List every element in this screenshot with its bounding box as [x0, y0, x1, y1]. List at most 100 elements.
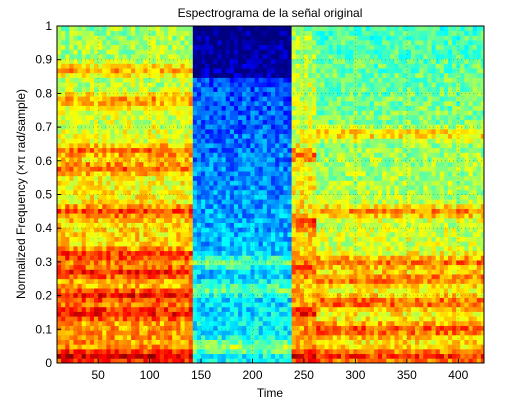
heatmap-cell	[250, 138, 255, 144]
heatmap-cell	[192, 30, 198, 36]
heatmap-cell	[258, 353, 264, 359]
heatmap-cell	[217, 222, 223, 228]
heatmap-cell	[258, 72, 264, 78]
heatmap-cell	[308, 199, 313, 205]
heatmap-cell	[94, 72, 99, 78]
heatmap-cell	[151, 110, 157, 116]
heatmap-cell	[77, 86, 83, 92]
heatmap-cell	[303, 96, 309, 102]
heatmap-cell	[131, 138, 136, 144]
heatmap-cell	[188, 77, 194, 83]
heatmap-cell	[94, 63, 99, 69]
heatmap-cell	[135, 245, 140, 252]
heatmap-cell	[250, 161, 255, 167]
heatmap-cell	[324, 334, 330, 340]
heatmap-cell	[316, 119, 321, 125]
heatmap-cell	[225, 35, 231, 41]
heatmap-cell	[299, 91, 305, 97]
heatmap-cell	[188, 82, 194, 88]
heatmap-cell	[340, 358, 346, 363]
heatmap-cell	[147, 353, 153, 359]
heatmap-cell	[98, 166, 103, 172]
heatmap-cell	[110, 105, 116, 111]
heatmap-cell	[180, 260, 185, 266]
heatmap-cell	[164, 54, 169, 60]
heatmap-cell	[196, 82, 202, 88]
heatmap-cell	[110, 353, 116, 359]
heatmap-cell	[283, 269, 288, 275]
heatmap-cell	[184, 325, 190, 331]
heatmap-cell	[316, 86, 321, 92]
heatmap-cell	[225, 91, 231, 97]
heatmap-cell	[192, 143, 198, 149]
heatmap-cell	[254, 86, 260, 92]
heatmap-cell	[164, 208, 169, 214]
heatmap-cell	[225, 58, 231, 64]
heatmap-cell	[275, 231, 280, 238]
heatmap-cell	[229, 26, 235, 32]
heatmap-cell	[159, 63, 165, 69]
heatmap-cell	[135, 325, 140, 331]
heatmap-cell	[85, 260, 91, 266]
heatmap-cell	[275, 208, 280, 214]
heatmap-cell	[77, 157, 83, 163]
heatmap-cell	[94, 152, 99, 158]
heatmap-cell	[147, 348, 153, 355]
heatmap-cell	[110, 344, 116, 350]
heatmap-cell	[94, 110, 99, 116]
heatmap-cell	[246, 166, 251, 172]
heatmap-cell	[106, 316, 111, 322]
heatmap-cell	[242, 208, 247, 214]
heatmap-cell	[324, 306, 330, 312]
heatmap-cell	[81, 63, 87, 69]
heatmap-cell	[266, 77, 272, 83]
heatmap-cell	[65, 138, 70, 144]
heatmap-cell	[147, 203, 153, 209]
heatmap-cell	[155, 157, 161, 163]
heatmap-cell	[271, 63, 276, 69]
heatmap-cell	[316, 77, 321, 83]
heatmap-cell	[106, 199, 111, 205]
heatmap-cell	[233, 157, 239, 163]
heatmap-cell	[188, 306, 194, 312]
heatmap-cell	[303, 274, 309, 280]
heatmap-cell	[192, 72, 198, 78]
heatmap-cell	[340, 311, 346, 317]
heatmap-cell	[254, 119, 260, 125]
heatmap-cell	[205, 157, 210, 163]
heatmap-cell	[238, 348, 243, 355]
heatmap-cell	[77, 161, 83, 167]
heatmap-cell	[316, 353, 321, 359]
heatmap-cell	[258, 110, 264, 116]
heatmap-cell	[299, 152, 305, 158]
heatmap-cell	[266, 358, 272, 363]
heatmap-cell	[77, 241, 83, 247]
heatmap-cell	[246, 44, 251, 50]
heatmap-cell	[221, 105, 227, 111]
heatmap-cell	[168, 255, 173, 261]
heatmap-cell	[69, 58, 74, 64]
heatmap-cell	[61, 30, 66, 36]
heatmap-cell	[102, 288, 107, 294]
heatmap-cell	[106, 119, 111, 125]
heatmap-cell	[213, 86, 218, 92]
heatmap-cell	[283, 213, 288, 219]
heatmap-cell	[118, 91, 124, 97]
heatmap-cell	[238, 353, 243, 359]
heatmap-cell	[176, 175, 181, 181]
heatmap-cell	[324, 255, 330, 261]
heatmap-cell	[336, 152, 342, 158]
heatmap-cell	[73, 255, 78, 261]
heatmap-cell	[69, 35, 74, 41]
heatmap-cell	[94, 358, 99, 363]
heatmap-cell	[312, 54, 317, 60]
heatmap-cell	[110, 213, 116, 219]
heatmap-cell	[139, 152, 144, 158]
heatmap-cell	[217, 306, 223, 312]
heatmap-cell	[291, 334, 297, 340]
heatmap-cell	[159, 217, 165, 223]
heatmap-cell	[196, 133, 202, 139]
heatmap-cell	[271, 194, 276, 200]
heatmap-cell	[106, 274, 111, 280]
heatmap-cell	[225, 330, 231, 336]
